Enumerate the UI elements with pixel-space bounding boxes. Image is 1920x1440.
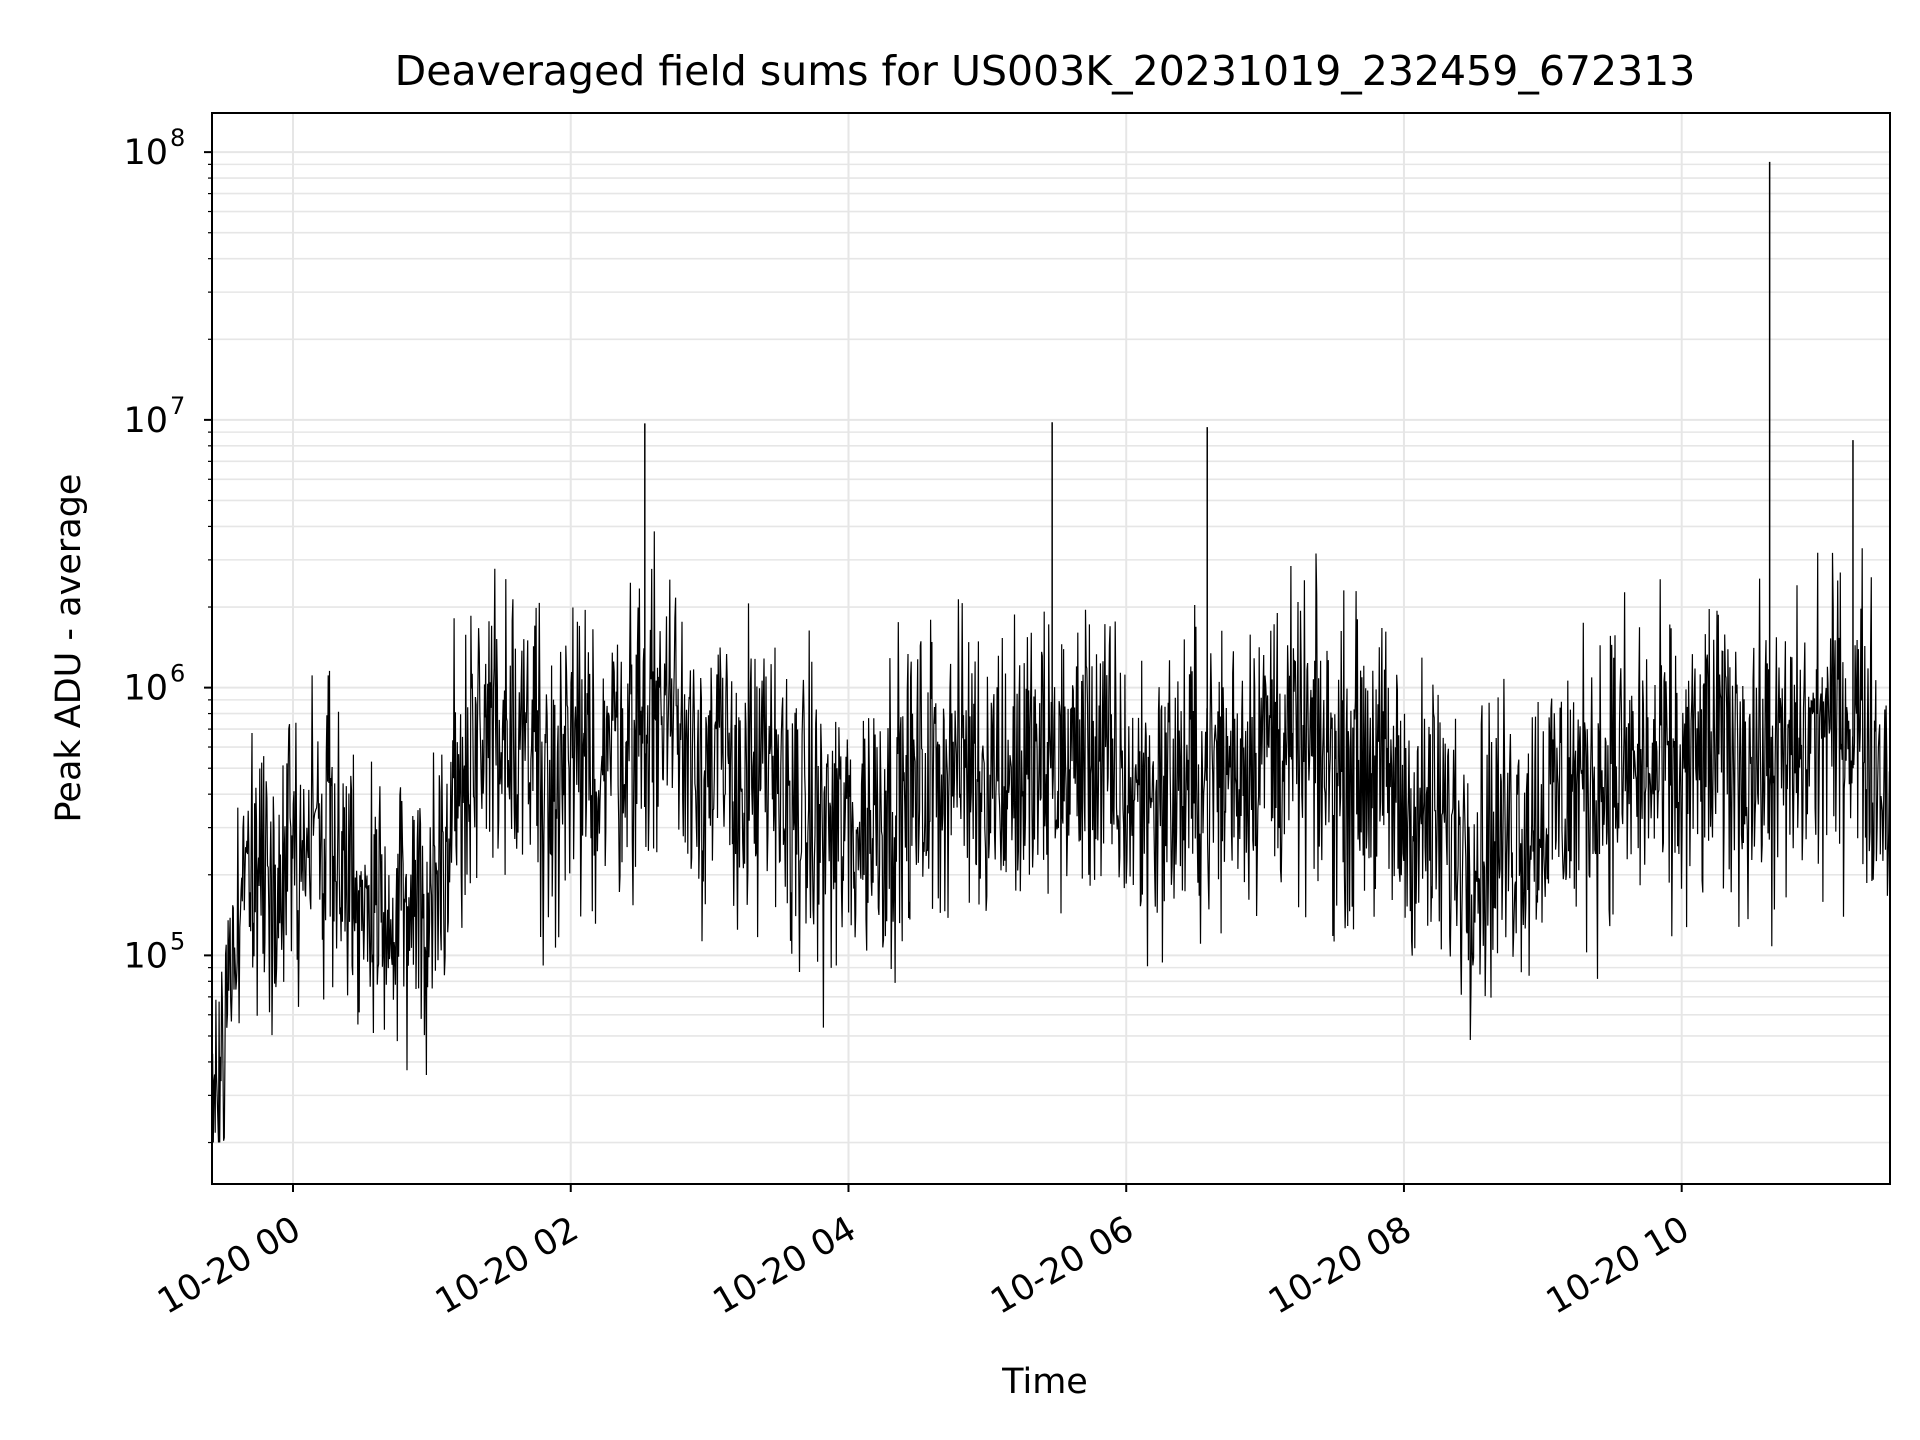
plot-frame bbox=[211, 112, 1891, 1185]
series-trace bbox=[211, 531, 1891, 1143]
y-tick-exponent: 6 bbox=[170, 660, 185, 688]
y-tick-label: 10 bbox=[123, 669, 168, 709]
y-tick-label: 10 bbox=[123, 936, 168, 976]
y-axis-label: Peak ADU - average bbox=[49, 474, 89, 823]
y-tick-exponent: 7 bbox=[170, 392, 185, 420]
chart-title: Deaveraged field sums for US003K_2023101… bbox=[395, 47, 1696, 95]
y-tick-label: 10 bbox=[123, 133, 168, 173]
y-tick-label: 10 bbox=[123, 401, 168, 441]
y-tick-exponent: 5 bbox=[170, 927, 185, 955]
y-tick-exponent: 8 bbox=[170, 124, 185, 152]
data-layer bbox=[211, 161, 1891, 1143]
x-axis-label: Time bbox=[1001, 1362, 1088, 1402]
